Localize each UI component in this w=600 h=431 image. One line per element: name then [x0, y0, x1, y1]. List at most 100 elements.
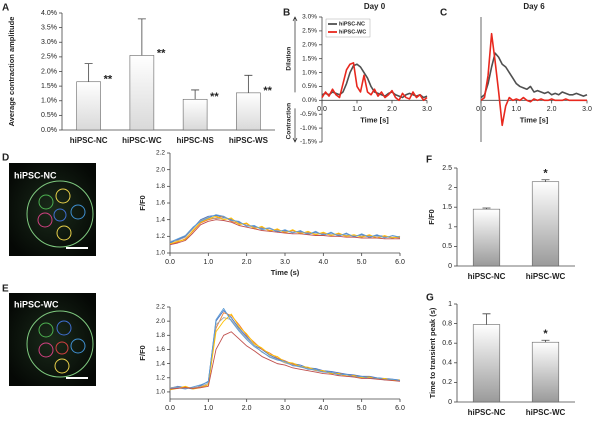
y-tick-label: 2.0% [302, 41, 317, 48]
x-tick-label: hiPSC-NS [176, 136, 214, 145]
y-tick-label: 0.5% [41, 112, 57, 119]
x-tick-label: 3.0 [422, 106, 432, 113]
image-label: hiPSC-WC [14, 299, 59, 309]
x-axis-label: Time [s] [520, 115, 549, 124]
annotation: * [543, 168, 548, 180]
x-tick-label: hiPSC-WC [526, 272, 566, 281]
y-tick-label: 0.4 [442, 360, 452, 367]
error-bar [244, 74, 253, 93]
error-bar [541, 339, 550, 343]
x-tick-label: 0.0 [165, 405, 175, 412]
y-tick-label: 0.2 [442, 379, 452, 386]
bar [182, 98, 208, 131]
x-tick-label: 6.0 [395, 259, 405, 266]
y-tick-label: 1.4 [156, 216, 165, 223]
y-tick-label: 1.0% [302, 69, 317, 76]
y-tick-label: 0.5 [442, 243, 452, 250]
y-tick-label: 0 [448, 263, 452, 270]
y-tick-label: 1.5 [442, 204, 452, 211]
y-tick-label: 0.0% [41, 127, 57, 134]
x-tick-label: 2.0 [242, 405, 252, 412]
error-bar [137, 18, 146, 56]
series-line [169, 331, 401, 390]
series-line [321, 63, 428, 99]
y-tick-label: 1.6 [156, 346, 165, 353]
y-tick-label: 1.5% [41, 83, 57, 90]
series-line [169, 219, 400, 246]
y-tick-label: 3.0% [41, 39, 57, 46]
x-tick-label: 5.0 [357, 259, 367, 266]
series-line [169, 215, 401, 244]
x-tick-label: 0.0 [476, 106, 486, 113]
y-tick-label: 2.5 [442, 165, 452, 172]
y-tick-label: -1.5% [300, 139, 317, 146]
annotation: * [543, 328, 548, 340]
y-tick-label: 1.8 [156, 332, 165, 339]
bar [129, 55, 155, 131]
image-e: E hiPSC-WC [2, 284, 96, 386]
bar [531, 181, 560, 267]
y-axis-label: Dilation [286, 47, 293, 71]
y-axis-label: F/F0 [138, 195, 147, 210]
y-tick-label: -1.0% [300, 125, 317, 132]
series-line [480, 52, 588, 99]
x-tick-label: hiPSC-NC [70, 136, 108, 145]
x-tick-label: 3.0 [280, 259, 290, 266]
x-axis-label: Time [s] [360, 115, 389, 124]
annotation: ** [104, 74, 113, 86]
y-axis-label: Average contraction amplitude [7, 17, 16, 127]
x-tick-label: hiPSC-NC [468, 408, 506, 417]
bar [472, 324, 501, 403]
x-tick-label: hiPSC-WC [122, 136, 162, 145]
y-tick-label: 1.2 [156, 374, 165, 381]
y-tick-label: 2.0 [156, 166, 165, 173]
x-tick-label: 4.0 [318, 259, 328, 266]
y-tick-label: 0.8 [442, 320, 452, 327]
y-tick-label: 2.0% [41, 68, 57, 75]
bar [236, 92, 261, 131]
x-tick-label: 1.0 [352, 106, 362, 113]
y-tick-label: 1.4 [156, 360, 165, 367]
x-tick-label: 4.0 [318, 405, 328, 412]
y-tick-label: 1.5% [302, 55, 317, 62]
x-axis-label: Time (s) [271, 268, 300, 277]
x-tick-label: hiPSC-WC [526, 408, 566, 417]
y-tick-label: 1.8 [156, 183, 165, 190]
y-tick-label: 1 [448, 224, 452, 231]
annotation: ** [210, 91, 219, 103]
x-tick-label: 0.0 [317, 106, 327, 113]
y-tick-label: 2 [448, 184, 452, 191]
arrow [292, 108, 298, 143]
y-tick-label: 2.2 [156, 150, 165, 157]
y-tick-label: -0.5% [300, 111, 317, 118]
y-tick-label: 0.6 [442, 340, 452, 347]
y-tick-label: 1.0 [156, 250, 165, 257]
y-tick-label: 3.5% [41, 24, 57, 31]
y-tick-label: 1.2 [156, 233, 165, 240]
legend-label: hiPSC-NC [339, 21, 365, 27]
x-tick-label: 0.0 [165, 259, 175, 266]
panel-letter: E [2, 284, 9, 295]
y-axis-label: F/F0 [427, 209, 436, 224]
x-tick-label: 3.0 [582, 106, 592, 113]
image-d: D hiPSC-NC [2, 153, 96, 256]
y-tick-label: 1.0 [156, 389, 165, 396]
series-line [169, 214, 401, 243]
error-bar [191, 89, 200, 100]
bar [472, 208, 501, 267]
x-tick-label: 2.0 [547, 106, 557, 113]
annotation: ** [263, 85, 272, 97]
bar [76, 81, 101, 131]
legend-label: hiPSC-WC [339, 29, 366, 35]
panel-letter: C [440, 8, 447, 19]
series-line [480, 32, 587, 127]
x-tick-label: hiPSC-NC [468, 272, 506, 281]
panel-letter: F [426, 155, 432, 166]
x-tick-label: 2.0 [242, 259, 252, 266]
x-tick-label: 2.0 [387, 106, 397, 113]
panel-letter: B [283, 8, 290, 19]
chart-title: Day 6 [523, 2, 545, 11]
x-tick-label: 1.0 [511, 106, 521, 113]
y-axis-label: F/F0 [138, 345, 147, 360]
